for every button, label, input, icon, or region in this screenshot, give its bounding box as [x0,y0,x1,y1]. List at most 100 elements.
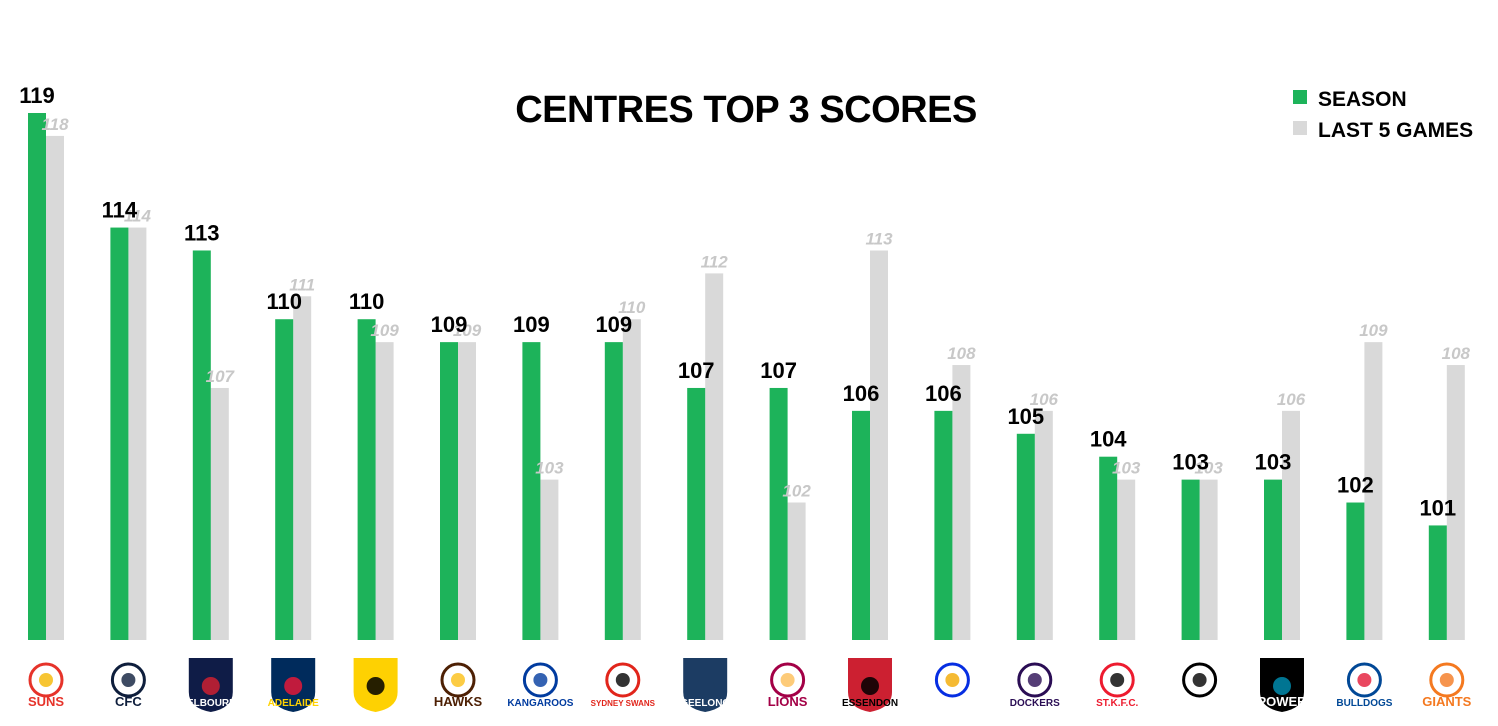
logo-emblem [440,662,476,698]
legend-label-season: SEASON [1318,88,1407,111]
logo-emblem [1429,662,1465,698]
logo-text: MELBOURNE [179,698,244,709]
label-season-15: 103 [1255,450,1292,475]
bar-season-12 [1016,433,1035,640]
logo-emblem [770,662,806,698]
tigers-logo [353,658,398,712]
label-last5-6: 103 [535,459,564,478]
bar-season-17 [1428,525,1447,640]
bar-last5-8 [705,273,724,640]
logo-text: ST.K.F.C. [1096,698,1138,709]
logo-text: CFC [115,694,142,709]
bar-last5-16 [1364,342,1383,640]
logo-text: HAWKS [434,694,483,709]
crows-logo: ADELAIDE [268,658,319,712]
label-last5-10: 113 [865,229,893,248]
bar-season-3 [275,319,294,640]
bar-season-2 [192,250,211,640]
logo-text: POWER [1257,694,1307,709]
label-season-5: 109 [431,312,468,337]
bar-season-16 [1346,502,1365,640]
logo-text: GEELONG [680,698,730,709]
label-season-3: 110 [266,289,302,314]
hawks-logo: HAWKS [434,662,483,709]
bar-last5-5 [458,342,476,640]
logo-emblem [201,677,220,695]
logo-emblem-core [1110,673,1125,687]
carlton-logo: CFC [110,662,146,709]
logo-emblem [934,662,970,698]
label-season-2: 113 [184,220,220,245]
logo-text: KANGAROOS [507,698,573,709]
bar-season-10 [852,410,870,640]
label-last5-14: 103 [1194,459,1223,478]
logo-emblem [284,677,303,695]
logo-text: BULLDOGS [1336,698,1392,709]
bar-last5-12 [1034,410,1053,640]
label-season-12: 105 [1007,404,1044,429]
label-last5-1: 114 [124,207,152,226]
bar-last5-14 [1199,479,1218,640]
label-last5-17: 108 [1442,344,1471,363]
label-last5-4: 109 [370,321,399,340]
bar-last5-1 [128,227,147,640]
bombers-logo: ESSENDON [842,658,898,712]
power-logo: POWER [1257,658,1307,712]
logo-emblem [1099,662,1135,698]
saints-logo: ST.K.F.C. [1096,662,1139,709]
logo-emblem-core [615,673,630,687]
bar-last5-13 [1117,479,1136,640]
magpies-logo [1182,662,1218,698]
label-last5-12: 106 [1030,390,1059,409]
eagles-logo [934,662,970,698]
bar-season-7 [604,342,623,640]
legend-label-last5: LAST 5 GAMES [1318,119,1473,142]
melbourne-logo: MELBOURNE [179,658,244,712]
logo-emblem [1017,662,1053,698]
bar-season-11 [934,410,953,640]
label-season-6: 109 [513,312,550,337]
logo-emblem [605,662,641,698]
label-season-11: 106 [925,381,962,406]
label-season-8: 107 [678,358,715,383]
legend-swatch-last5 [1293,121,1307,135]
bar-last5-15 [1282,410,1300,640]
bar-last5-6 [540,479,559,640]
label-last5-16: 109 [1359,321,1388,340]
logo-emblem-core [945,673,960,687]
bar-last5-2 [210,387,229,640]
logo-emblem-core [1439,673,1454,687]
label-last5-7: 110 [618,298,646,317]
logo-emblem-core [1192,673,1207,687]
bar-last5-3 [293,296,312,640]
label-last5-15: 106 [1277,390,1306,409]
bar-last5-9 [787,502,806,640]
label-season-16: 102 [1337,473,1374,498]
bar-season-4 [357,319,376,640]
logo-text: GIANTS [1422,694,1471,709]
label-season-4: 110 [349,289,385,314]
bar-last5-7 [622,319,641,640]
bar-season-6 [522,342,541,640]
kangaroos-logo: KANGAROOS [507,662,574,709]
bar-season-15 [1264,479,1282,640]
logo-text: ESSENDON [842,698,898,709]
bar-last5-11 [952,365,971,640]
logo-emblem-core [533,673,548,687]
dockers-logo: DOCKERS [1010,662,1060,709]
label-last5-3: 111 [289,275,315,294]
bar-season-8 [687,387,706,640]
logo-text: DOCKERS [1010,698,1060,709]
bar-last5-0 [46,135,64,641]
label-season-10: 106 [843,381,880,406]
logo-text: LIONS [768,694,808,709]
logo-emblem-core [780,673,795,687]
label-season-13: 104 [1090,427,1127,452]
label-last5-5: 109 [453,321,482,340]
label-last5-11: 108 [947,344,976,363]
logo-emblem [696,677,715,695]
data-labels: 1181191141141071131111101091101091091031… [19,83,1470,520]
chart-title: CENTRES TOP 3 SCORES [515,89,977,131]
legend: SEASON LAST 5 GAMES [1293,88,1473,142]
label-season-9: 107 [760,358,797,383]
